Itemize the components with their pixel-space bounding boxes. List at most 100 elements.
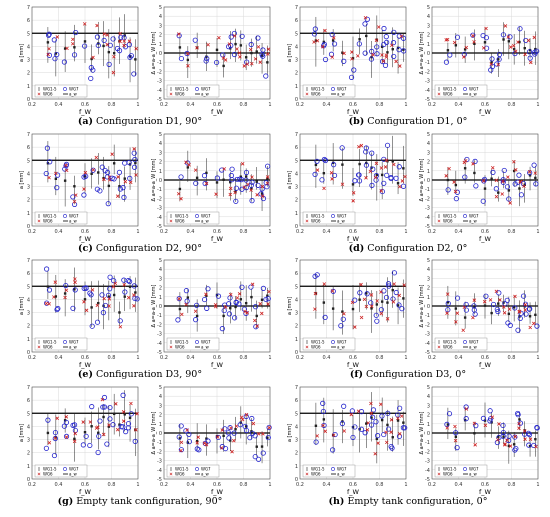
wg15-marker [205,294,208,297]
scatter-plot: -5 -4 -3 -2 -1 0 1 2 3 4 5 0.2 0.4 0.6 0.8 1 f_W Δ a=a-a_… [151,385,272,496]
wg6-marker [481,179,486,183]
wg6-marker [237,51,242,55]
wg6-marker [64,168,69,173]
scatter-plot: -5 -4 -3 -2 -1 0 1 2 3 4 5 0.2 0.4 0.6 0.8 1 f_W Δ a=a-a_… [151,5,272,116]
wg15-marker [97,431,100,434]
wg7-marker [518,192,525,198]
x-tick-label: 1 [404,229,407,235]
caption-letter: (d) [348,243,365,254]
y-tick-label: -3 [425,459,430,465]
wg6-marker [102,296,106,301]
wg7-marker [454,445,460,451]
caption-text: Configuration D2, 90° [92,243,202,254]
x-tick-label: 0.6 [349,102,357,108]
wg6-marker [256,432,261,436]
wg7-marker [340,316,346,322]
wg7-marker [533,181,539,187]
wg7-marker [81,192,87,198]
y-axis-label: a [mm] [19,44,25,62]
wg6-marker [503,442,507,446]
y-tick-label: 3 [159,150,162,156]
y-tick-label: 7 [295,5,298,11]
y-tick-label: 0 [295,350,298,356]
wg6-marker [132,293,136,297]
wg6-marker [330,289,335,293]
wg6-marker [452,180,456,184]
wg7-marker [471,303,477,309]
wg7-marker [104,169,111,176]
wg6-marker [506,35,511,39]
wg7-marker [87,442,93,449]
wg6-marker [391,300,396,304]
wg15-marker [534,313,537,317]
legend-label: WG7 [469,467,479,472]
wg6-marker [453,189,458,194]
wg7-marker [44,266,50,272]
x-tick-label: 1 [404,102,407,108]
wg7-marker [54,306,60,313]
wg15-marker [54,177,58,181]
wg6-marker [313,307,317,311]
wg7-marker [330,288,336,294]
wg6-marker [380,53,384,57]
x-tick-label: 0.8 [508,102,516,108]
x-axis-label: f_W [479,361,492,369]
wg15-marker [380,173,384,177]
y-tick-label: -5 [157,224,162,230]
y-tick-label: 0 [427,178,430,184]
wg7-marker [233,185,239,191]
caption-c: (c) Configuration D2, 90° [10,243,270,254]
wg7-marker [512,181,518,187]
wg7-marker [229,166,235,172]
y-tick-label: 4 [295,297,298,303]
wg6-marker [489,62,494,66]
wg7-marker [517,26,523,32]
wg6-marker [110,152,114,156]
caption-letter: (e) [77,369,93,380]
wg7-marker [341,403,347,409]
wg6-marker [320,44,325,49]
wg7-marker [95,449,101,456]
y-tick-label: -5 [425,477,430,483]
wg7-marker [127,175,133,182]
wg7-marker [388,443,394,450]
wg6-marker [122,39,127,43]
plot-frame [31,133,139,227]
wg15-marker [266,177,269,180]
y-tick-label: 6 [295,18,298,24]
wg7-marker [400,183,407,189]
wg6-marker [379,189,384,193]
x-tick-label: 0.6 [481,482,489,488]
wg15-marker [483,304,487,307]
wg6-marker [113,402,118,406]
wg7-marker [252,433,258,439]
wg6-marker [365,428,370,432]
legend: WG1-5 WG7 WG6 a_w [166,337,220,351]
wg7-marker [527,170,533,176]
y-tick-label: -2 [425,449,430,455]
legend-label: WG1-5 [175,340,189,345]
wg7-marker [473,423,479,429]
y-tick-label: 7 [295,258,298,264]
caption-text: Configuration D1, 0° [364,116,468,127]
y-tick-label: 0 [427,51,430,57]
wg7-marker [259,52,265,58]
wg6-marker [243,309,247,314]
wg15-marker [63,292,67,295]
y-tick-label: 2 [27,451,30,457]
wg7-marker [63,282,69,289]
wg6-marker [340,182,345,187]
wg7-marker [237,422,243,428]
legend: WG1-5 WG7 WG6 a_w [302,337,356,351]
wg6-marker [179,196,183,201]
y-tick-label: 2 [295,451,298,457]
wg6-marker [503,24,508,28]
wg6-marker [455,311,460,315]
wg6-marker [267,289,271,294]
wg6-marker [101,432,106,437]
wg15-marker [107,425,111,428]
wg15-marker [322,301,326,304]
wg15-marker [97,301,100,305]
legend-label: WG7 [337,340,347,345]
